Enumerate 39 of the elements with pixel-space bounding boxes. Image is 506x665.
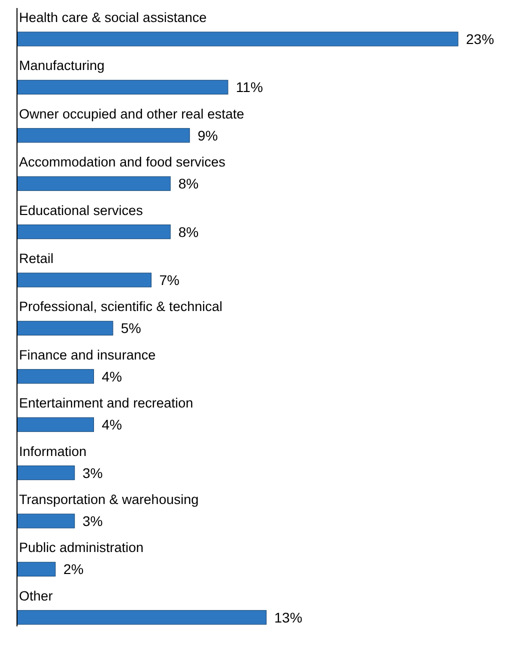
y-tick-label: Health care & social assistance (19, 10, 207, 25)
bar (16, 224, 171, 240)
bar (16, 272, 152, 288)
data-label: 8% (178, 224, 199, 240)
data-label: 3% (82, 464, 103, 481)
data-label: 4% (102, 416, 122, 433)
bar (16, 466, 75, 480)
y-tick-label: Educational services (19, 202, 144, 218)
y-tick-label: Manufacturing (19, 58, 105, 74)
bar (16, 514, 75, 528)
y-tick-label: Professional, scientific & technical (19, 299, 222, 314)
data-label: 2% (63, 561, 84, 578)
y-tick-label: Entertainment and recreation (19, 396, 194, 411)
y-tick-label: Owner occupied and other real estate (19, 106, 244, 122)
data-label: 13% (274, 609, 302, 626)
data-label: 3% (82, 513, 103, 529)
bar (16, 369, 94, 384)
data-label: 5% (120, 320, 142, 336)
y-tick-label: Retail (19, 251, 54, 266)
y-tick-label: Information (19, 444, 87, 459)
data-label: 7% (159, 272, 180, 288)
bar (16, 128, 190, 143)
y-tick-label: Other (19, 588, 54, 604)
data-label: 4% (102, 368, 122, 384)
bar (16, 176, 171, 191)
bar (16, 80, 228, 94)
data-label: 11% (236, 79, 263, 96)
data-label: 8% (178, 176, 199, 192)
y-tick-label: Public administration (19, 540, 144, 556)
y-tick-label: Transportation & warehousing (19, 492, 199, 507)
data-label: 9% (198, 127, 218, 144)
data-label: 23% (466, 31, 494, 47)
bar (16, 417, 94, 432)
bar (16, 562, 56, 576)
y-tick-label: Accommodation and food services (19, 154, 226, 170)
bar (16, 610, 267, 625)
bar (16, 32, 458, 46)
bar (16, 320, 114, 336)
y-tick-label: Finance and insurance (19, 347, 156, 362)
